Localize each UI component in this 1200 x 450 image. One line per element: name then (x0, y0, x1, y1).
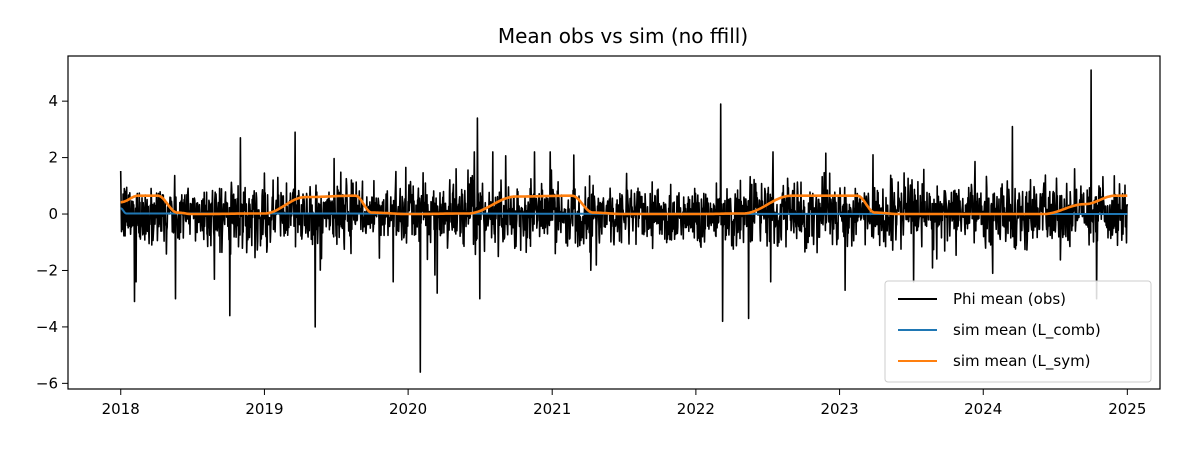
x-axis: 2018 2019 2020 2021 2022 2023 2024 2025 (102, 389, 1146, 418)
y-tick-label: −2 (36, 261, 58, 279)
series-line-phi-mean-obs (119, 69, 1129, 373)
legend-box (884, 280, 1152, 383)
y-axis: −6 −4 −2 0 2 4 (36, 92, 68, 392)
y-tick-label: −4 (36, 318, 58, 336)
legend: Phi mean (obs) sim mean (L_comb) sim mea… (884, 280, 1152, 383)
x-tick-label: 2025 (1108, 400, 1146, 418)
plot-frame (67, 55, 1161, 390)
x-tick-label: 2018 (102, 400, 140, 418)
plot-area (119, 69, 1129, 373)
x-tick-label: 2024 (964, 400, 1002, 418)
y-tick-label: 2 (48, 149, 58, 167)
legend-label-l-sym: sim mean (L_sym) (953, 352, 1091, 371)
x-tick-label: 2023 (820, 400, 858, 418)
y-tick-label: 4 (48, 92, 58, 110)
y-tick-label: 0 (48, 205, 58, 223)
legend-label-obs: Phi mean (obs) (953, 290, 1066, 308)
x-tick-label: 2020 (389, 400, 427, 418)
x-tick-label: 2021 (533, 400, 571, 418)
series-line-sim-mean-l-comb (120, 207, 1128, 215)
chart-title: Mean obs vs sim (no ffill) (498, 24, 748, 48)
x-tick-label: 2019 (245, 400, 283, 418)
y-tick-label: −6 (36, 374, 58, 392)
series-line-sim-mean-l-sym (120, 194, 1128, 216)
x-tick-label: 2022 (677, 400, 715, 418)
legend-label-l-comb: sim mean (L_comb) (953, 321, 1101, 340)
